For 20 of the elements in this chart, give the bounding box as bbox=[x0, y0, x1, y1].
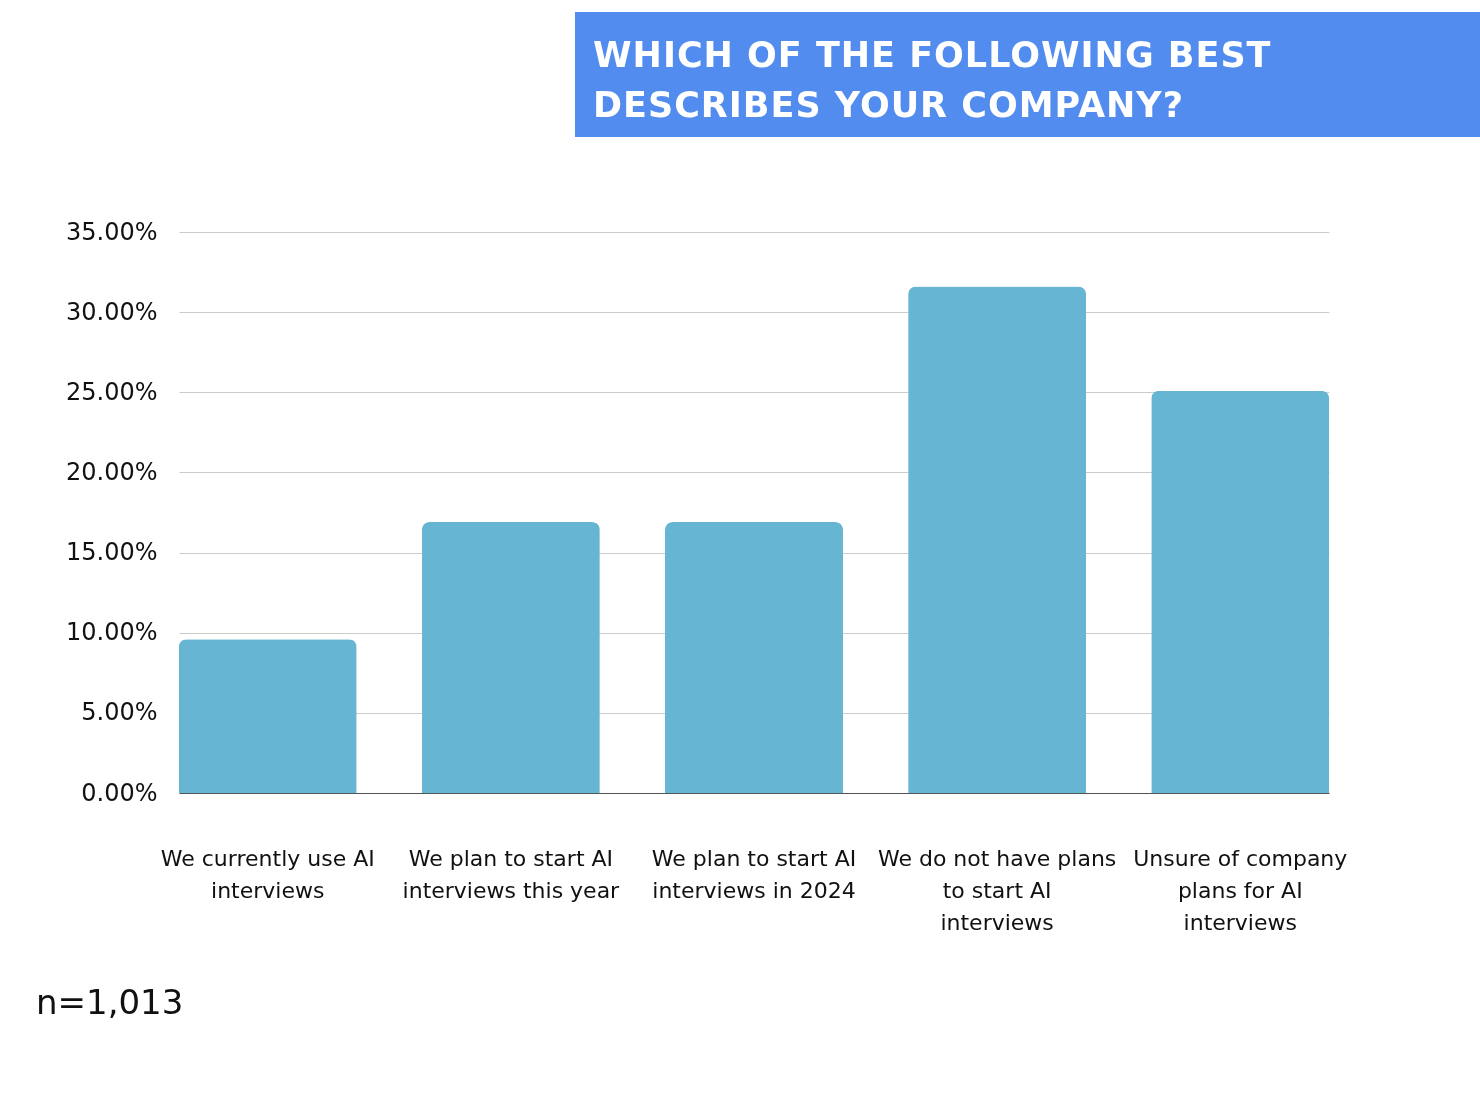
text: n=1,013 bbox=[36, 982, 184, 1022]
x-tick-label: We plan to start AI interviews in 2024 bbox=[651, 845, 857, 903]
x-tick-label: We currently use AI interviews bbox=[160, 845, 375, 903]
y-tick-label: 15.00% bbox=[65, 538, 158, 567]
bar bbox=[421, 522, 600, 793]
y-tick-label: 30.00% bbox=[65, 297, 158, 326]
bar bbox=[1151, 390, 1330, 793]
x-tick-label: Unsure of company plans for AI interviews bbox=[1133, 845, 1348, 935]
y-tick-label: 25.00% bbox=[65, 377, 158, 406]
y-tick-label: 20.00% bbox=[65, 457, 158, 486]
bar bbox=[665, 522, 843, 793]
y-tick-label: 10.00% bbox=[65, 618, 158, 647]
y-tick-label: 0.00% bbox=[81, 778, 158, 807]
x-tick-label: We plan to start AI interviews this year bbox=[402, 845, 621, 903]
bar bbox=[908, 286, 1087, 793]
bar bbox=[178, 639, 357, 793]
y-tick-label: 5.00% bbox=[81, 698, 158, 727]
y-tick-label: 35.00% bbox=[65, 217, 158, 246]
x-tick-label: We do not have plans to start AI interviews bbox=[877, 845, 1117, 935]
chart-title: WHICH OF THE FOLLOWING BEST DESCRIBES YOUR COMPANY? bbox=[575, 12, 1480, 137]
